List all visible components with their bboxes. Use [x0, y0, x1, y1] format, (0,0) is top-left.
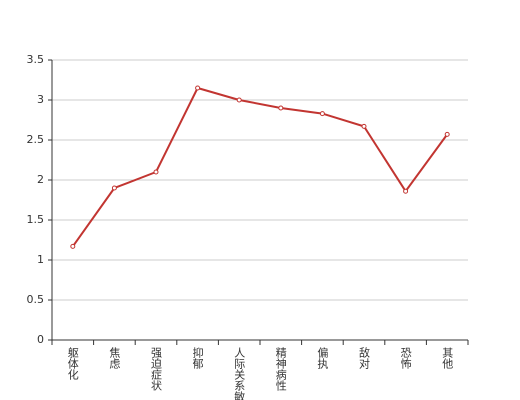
y-tick-label: 1: [37, 253, 44, 266]
y-tick-label: 3: [37, 93, 44, 106]
point: [111, 185, 117, 191]
point: [195, 85, 201, 91]
point: [70, 243, 76, 249]
y-tick-label: 3.5: [27, 53, 45, 66]
y-tick-label: 1.5: [27, 213, 45, 226]
y-tick-label: 0: [37, 333, 44, 346]
x-tick-label: 抑郁: [191, 346, 204, 369]
x-tick-label: 恐怖: [399, 347, 412, 369]
x-tick-label: 精神病性: [274, 347, 287, 392]
x-tick-label: 人际关系敏感: [233, 347, 246, 400]
y-tick-label: 0.5: [27, 293, 45, 306]
point: [361, 123, 367, 129]
x-tick-label: 强迫症状: [150, 347, 163, 391]
point: [153, 169, 159, 175]
point: [319, 111, 325, 117]
x-tick-label: 其他: [441, 347, 454, 369]
x-tick-label: 躯体化: [66, 347, 79, 381]
x-tick-label: 偏执: [316, 346, 329, 370]
x-tick-label: 焦虑: [108, 347, 121, 369]
line: [71, 86, 449, 247]
x-tick-label: 敌对: [358, 346, 371, 369]
y-tick-label: 2: [37, 173, 44, 186]
point: [236, 97, 242, 103]
point: [278, 105, 284, 111]
point: [444, 131, 450, 137]
y-tick-label: 2.5: [27, 133, 45, 146]
point: [403, 188, 409, 194]
